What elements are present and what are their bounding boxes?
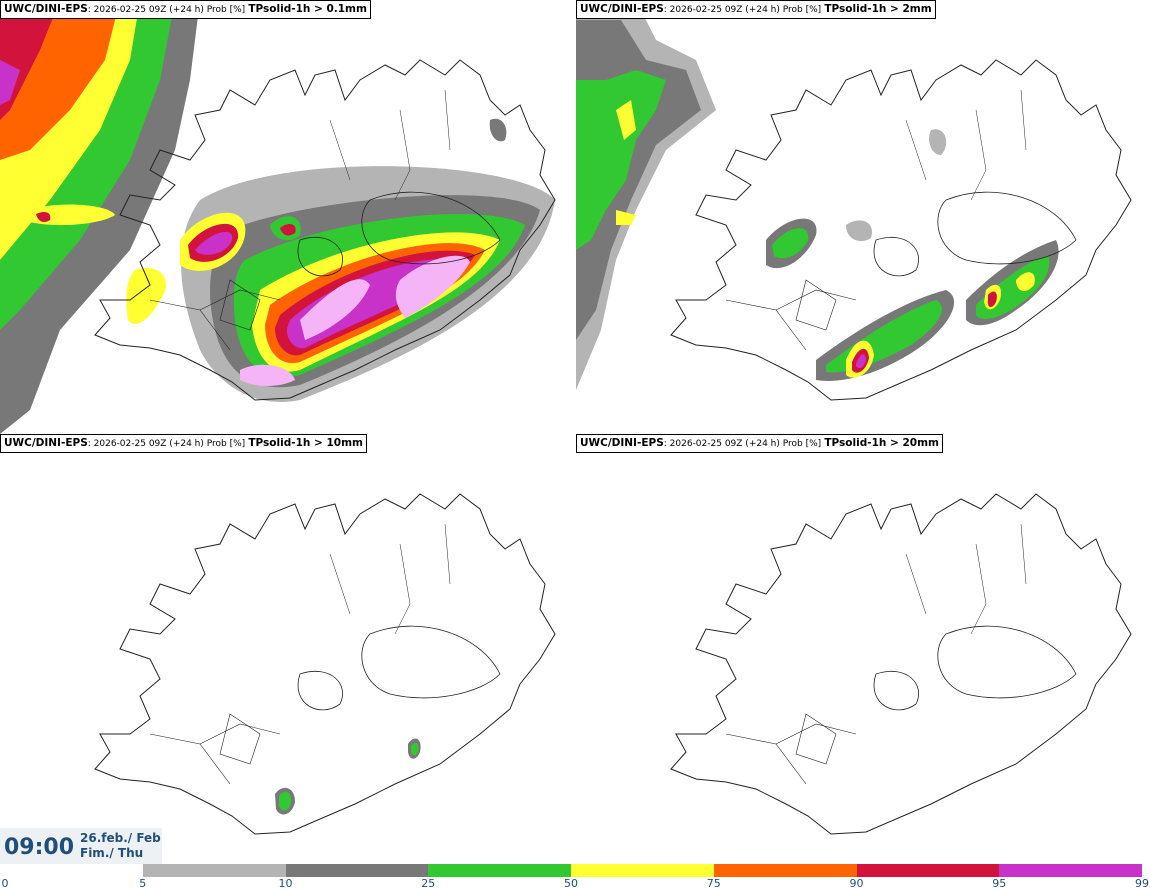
model-name: UWC/DINI-EPS bbox=[4, 437, 88, 449]
colorbar-tick-label: 90 bbox=[849, 877, 864, 890]
field-name: TPsolid-1h > 2mm bbox=[824, 3, 932, 15]
colorbar-segment bbox=[856, 864, 1000, 877]
run-info: : 2026-02-25 09Z (+24 h) Prob [%] bbox=[87, 5, 246, 15]
model-name: UWC/DINI-EPS bbox=[4, 3, 88, 15]
colorbar-segment bbox=[142, 864, 286, 877]
run-info: : 2026-02-25 09Z (+24 h) Prob [%] bbox=[663, 439, 822, 449]
colorbar-tick-label: 75 bbox=[706, 877, 721, 890]
precip-map-0p1mm bbox=[0, 0, 556, 434]
colorbar-tick-label: 0 bbox=[1, 877, 9, 890]
valid-date: 26.feb./ Feb bbox=[80, 831, 161, 845]
colorbar-tick-label: 99 bbox=[1135, 877, 1149, 890]
probability-colorbar: 0 5 10 25 50 75 90 95 99 bbox=[0, 862, 1150, 891]
colorbar-tick-label: 5 bbox=[139, 877, 147, 890]
precip-map-20mm bbox=[670, 493, 1132, 835]
panel-title: UWC/DINI-EPS: 2026-02-25 09Z (+24 h) Pro… bbox=[576, 434, 943, 453]
map-panel-3: UWC/DINI-EPS: 2026-02-25 09Z (+24 h) Pro… bbox=[0, 434, 574, 868]
panel-title: UWC/DINI-EPS: 2026-02-25 09Z (+24 h) Pro… bbox=[0, 434, 367, 453]
colorbar-tick-label: 50 bbox=[564, 877, 578, 890]
run-info: : 2026-02-25 09Z (+24 h) Prob [%] bbox=[87, 439, 246, 449]
colorbar-segment bbox=[571, 864, 714, 877]
colorbar-tick-label: 10 bbox=[278, 877, 293, 890]
field-name: TPsolid-1h > 0.1mm bbox=[248, 3, 367, 15]
timestamp-box: 09:00 26.feb./ Feb Fim./ Thu bbox=[0, 828, 162, 868]
precip-map-10mm bbox=[94, 493, 556, 835]
field-name: TPsolid-1h > 10mm bbox=[248, 437, 363, 449]
colorbar-segment bbox=[0, 864, 143, 877]
colorbar-segment bbox=[428, 864, 571, 877]
panel-title: UWC/DINI-EPS: 2026-02-25 09Z (+24 h) Pro… bbox=[576, 0, 936, 19]
map-panel-1: UWC/DINI-EPS: 2026-02-25 09Z (+24 h) Pro… bbox=[0, 0, 574, 434]
colorbar-segment bbox=[285, 864, 429, 877]
run-info: : 2026-02-25 09Z (+24 h) Prob [%] bbox=[663, 5, 822, 15]
colorbar-tick-label: 95 bbox=[992, 877, 1007, 890]
model-name: UWC/DINI-EPS bbox=[580, 437, 664, 449]
colorbar-segment bbox=[713, 864, 857, 877]
precip-map-2mm bbox=[576, 0, 1132, 401]
valid-weekday: Fim./ Thu bbox=[80, 846, 144, 860]
map-panel-2: UWC/DINI-EPS: 2026-02-25 09Z (+24 h) Pro… bbox=[576, 0, 1150, 434]
colorbar-segment bbox=[999, 864, 1142, 877]
valid-time: 09:00 bbox=[4, 835, 75, 860]
map-panel-4: UWC/DINI-EPS: 2026-02-25 09Z (+24 h) Pro… bbox=[576, 434, 1150, 868]
model-name: UWC/DINI-EPS bbox=[580, 3, 664, 15]
colorbar-tick-label: 25 bbox=[421, 877, 436, 890]
panel-title: UWC/DINI-EPS: 2026-02-25 09Z (+24 h) Pro… bbox=[0, 0, 371, 19]
field-name: TPsolid-1h > 20mm bbox=[824, 437, 939, 449]
